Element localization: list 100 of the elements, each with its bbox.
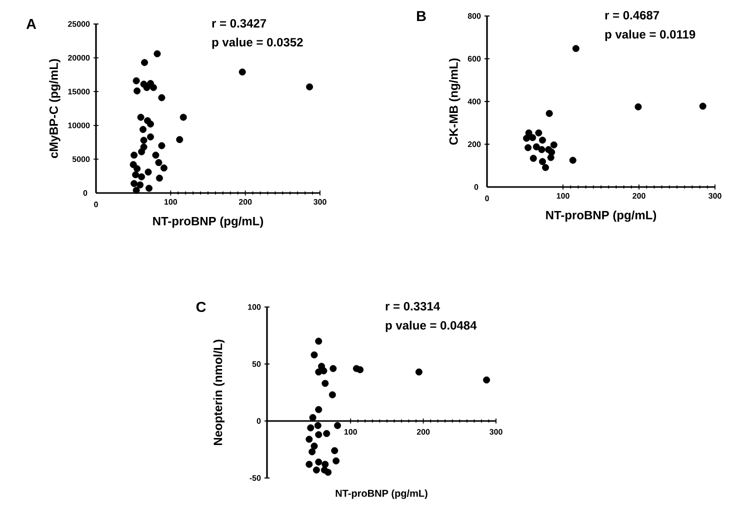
point <box>545 146 552 154</box>
point <box>483 376 490 384</box>
point <box>154 50 161 58</box>
point <box>315 458 322 466</box>
x-tick-label: 300 <box>708 193 722 199</box>
point <box>322 460 329 468</box>
x-axis-title: NT-proBNP (pg/mL) <box>336 490 428 499</box>
point <box>310 351 318 358</box>
y-tick-label: 15000 <box>68 88 90 94</box>
point <box>156 174 163 182</box>
point <box>309 414 316 422</box>
x-tick-label: 0 <box>485 196 489 202</box>
chart-title: A <box>26 19 36 29</box>
x-tick-label: 200 <box>238 199 252 205</box>
x-tick-label: 300 <box>314 199 326 205</box>
annotation: r = 0.3427 <box>212 19 266 28</box>
point <box>180 114 187 121</box>
point <box>332 457 340 464</box>
y-tick-label: 200 <box>468 141 481 148</box>
y-tick-label: 50 <box>252 361 261 367</box>
point <box>160 164 168 172</box>
point <box>315 338 322 345</box>
y-tick-label: 800 <box>468 13 481 19</box>
point <box>538 146 546 154</box>
point <box>542 164 550 172</box>
point <box>147 120 154 128</box>
annotation: r = 0.4687 <box>605 10 660 20</box>
point <box>132 77 140 84</box>
point <box>138 173 146 180</box>
point <box>140 136 148 144</box>
point <box>141 59 148 66</box>
point <box>130 152 138 159</box>
point <box>155 159 162 166</box>
point <box>152 152 160 159</box>
point <box>356 366 364 374</box>
point <box>330 365 337 372</box>
x-axis-title: NT-proBNP (pg/mL) <box>546 210 656 222</box>
point <box>320 367 328 374</box>
point <box>312 466 320 474</box>
point <box>547 154 554 161</box>
point <box>176 136 184 144</box>
point <box>137 114 144 121</box>
y-tick-label: 100 <box>248 304 261 310</box>
y-tick-label: 0 <box>474 184 478 190</box>
point <box>323 430 330 438</box>
point <box>238 68 246 76</box>
point <box>306 436 313 443</box>
point <box>136 181 144 188</box>
y-tick-label: 5000 <box>72 156 90 162</box>
chart-title: C <box>196 302 206 312</box>
point <box>306 460 313 468</box>
x-tick-label: 300 <box>490 429 502 435</box>
point <box>569 156 576 164</box>
point <box>315 406 322 414</box>
point <box>550 141 558 148</box>
point <box>529 134 536 142</box>
point <box>530 154 537 162</box>
point <box>334 422 342 430</box>
point <box>138 148 146 156</box>
point <box>308 448 316 456</box>
point <box>523 134 530 142</box>
point <box>634 103 642 110</box>
point <box>147 133 154 140</box>
point <box>140 126 147 133</box>
point <box>315 431 322 438</box>
y-axis-title: CK-MB (ng/mL) <box>449 58 460 145</box>
point <box>538 136 546 144</box>
y-tick-label: 600 <box>468 56 481 62</box>
y-tick-label: 25000 <box>68 21 90 27</box>
chart-title: B <box>417 11 426 22</box>
y-tick-label: 400 <box>468 98 481 104</box>
y-tick-label: 20000 <box>68 54 90 61</box>
point <box>134 87 141 94</box>
x-tick-label: 100 <box>344 429 357 435</box>
x-tick-label: 100 <box>164 199 178 205</box>
point <box>146 184 153 192</box>
point <box>306 83 314 90</box>
point <box>415 368 422 376</box>
point <box>524 144 532 152</box>
point <box>307 424 314 432</box>
point <box>314 422 322 430</box>
y-axis-title: Neopterin (nmol/L) <box>213 340 225 446</box>
point <box>158 94 166 102</box>
y-tick-label: 0 <box>256 418 261 424</box>
x-tick-label: 0 <box>94 202 98 208</box>
x-tick-label: 200 <box>416 429 430 435</box>
point <box>572 44 580 52</box>
x-axis-title: NT-proBNP (pg/mL) <box>153 216 264 228</box>
point <box>324 468 332 476</box>
y-tick-label: 10000 <box>68 122 90 128</box>
point <box>150 84 157 92</box>
point <box>699 102 706 110</box>
annotation: p value = 0.0352 <box>212 38 303 49</box>
y-tick-label: -50 <box>250 475 261 481</box>
point <box>331 447 338 454</box>
annotation: r = 0.3314 <box>386 302 440 310</box>
annotation: p value = 0.0484 <box>386 320 477 332</box>
point <box>546 110 553 117</box>
point <box>144 168 152 176</box>
annotation: p value = 0.0119 <box>605 30 696 41</box>
